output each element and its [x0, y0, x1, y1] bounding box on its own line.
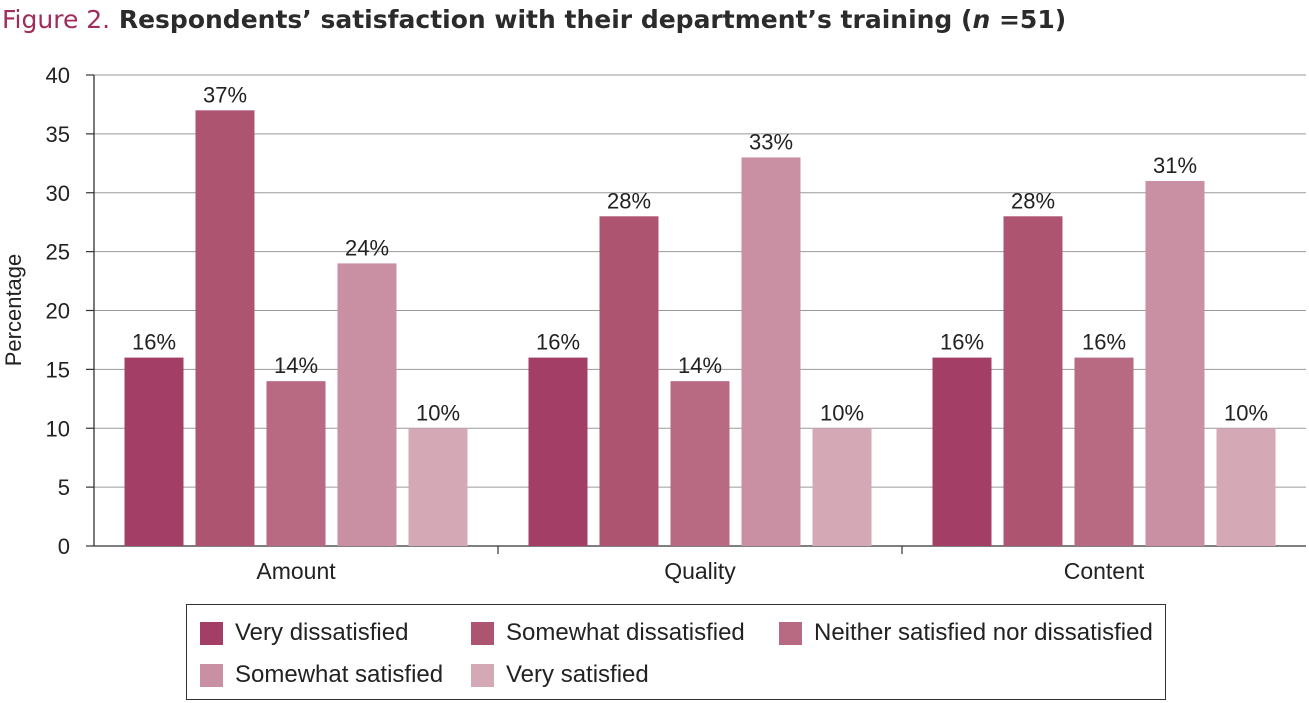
bar-chart: 0 5 10 15 20 25 30 35 40 Amount Quality Content 16%… — [1, 63, 1306, 584]
bar — [599, 216, 659, 547]
figure-label: Figure 2. — [2, 5, 111, 34]
bar-value-label: 16% — [536, 330, 580, 355]
y-tick-label: 35 — [46, 122, 70, 147]
legend-swatch — [200, 621, 223, 645]
y-tick-label: 25 — [46, 240, 70, 265]
y-tick-label: 15 — [46, 357, 70, 382]
bars — [124, 110, 1276, 547]
bar — [408, 428, 468, 546]
legend-swatch — [471, 663, 494, 687]
title-n-value: =51) — [990, 5, 1067, 34]
title-text: Respondents’ satisfaction with their dep… — [110, 5, 973, 34]
legend-swatch — [200, 663, 223, 687]
legend-item: Somewhat satisfied — [200, 661, 443, 689]
bar — [124, 357, 184, 546]
legend-item: Very dissatisfied — [200, 619, 408, 647]
x-category-label: Amount — [256, 558, 336, 584]
y-tick-label: 0 — [58, 534, 70, 559]
bar-value-label: 14% — [678, 353, 722, 378]
title-n-symbol: n — [972, 5, 991, 34]
bar-value-label: 16% — [940, 330, 984, 355]
y-tick-label: 40 — [46, 63, 70, 88]
bar-value-label: 28% — [1011, 188, 1055, 213]
legend-label: Somewhat satisfied — [235, 661, 444, 688]
legend-item: Neither satisfied nor dissatisfied — [779, 619, 1153, 647]
data-labels: 16% 37% 14% 24% 10% 16% 28% 14% 33% 10% 16% 28% 16% 3… — [132, 82, 1268, 425]
bar-value-label: 14% — [274, 353, 318, 378]
y-axis-label: Percentage — [1, 254, 26, 367]
bar-value-label: 16% — [1082, 330, 1126, 355]
bar — [741, 157, 801, 547]
bar-value-label: 37% — [203, 82, 247, 107]
bar — [670, 381, 730, 546]
legend-swatch — [779, 621, 802, 645]
legend-label: Neither satisfied nor dissatisfied — [814, 619, 1153, 646]
bar-value-label: 28% — [607, 188, 651, 213]
bar-value-label: 24% — [345, 235, 389, 260]
legend-item: Somewhat dissatisfied — [471, 619, 745, 647]
bar — [1074, 357, 1134, 546]
legend-item: Very satisfied — [471, 661, 649, 689]
bar — [1216, 428, 1276, 546]
bar-value-label: 33% — [749, 129, 793, 154]
y-tick-label: 30 — [46, 181, 70, 206]
legend-swatch — [471, 621, 494, 645]
legend-label: Very satisfied — [506, 661, 649, 688]
bar — [1003, 216, 1063, 547]
bar-value-label: 31% — [1153, 153, 1197, 178]
bar-value-label: 10% — [820, 400, 864, 425]
bar — [337, 263, 397, 546]
legend-label: Very dissatisfied — [235, 619, 409, 646]
legend-label: Somewhat dissatisfied — [506, 619, 745, 646]
y-tick-label: 20 — [46, 299, 70, 324]
bar — [528, 357, 588, 546]
y-tick-label: 10 — [46, 416, 70, 441]
bar — [1145, 180, 1205, 546]
bar — [932, 357, 992, 546]
bar — [195, 110, 255, 546]
bar-value-label: 10% — [1224, 400, 1268, 425]
bar — [266, 381, 326, 546]
bar — [812, 428, 872, 546]
bar-value-label: 10% — [416, 400, 460, 425]
x-category-label: Quality — [664, 558, 736, 584]
chart-title: Figure 2. Respondents’ satisfaction with… — [2, 0, 1066, 40]
x-category-label: Content — [1064, 558, 1145, 584]
legend: Very dissatisfied Somewhat dissatisfied Ne… — [186, 604, 1166, 700]
y-tick-label: 5 — [58, 475, 70, 500]
bar-value-label: 16% — [132, 330, 176, 355]
